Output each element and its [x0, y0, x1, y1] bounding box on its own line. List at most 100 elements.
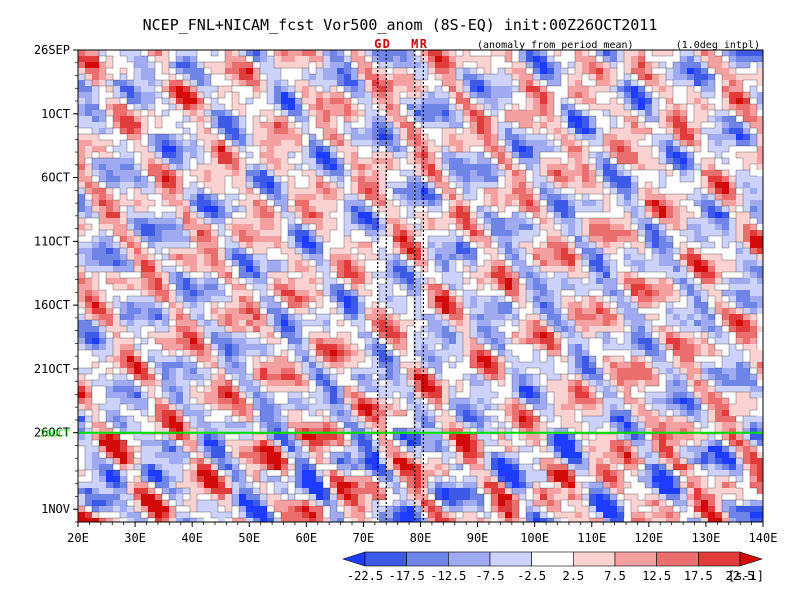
field-cell — [596, 326, 604, 333]
field-cell — [288, 56, 296, 63]
field-cell — [547, 350, 555, 357]
field-cell — [302, 272, 310, 279]
field-cell — [197, 260, 205, 267]
field-cell — [127, 80, 135, 87]
field-cell — [694, 104, 702, 111]
field-cell — [596, 320, 604, 327]
field-cell — [498, 224, 506, 231]
field-cell — [169, 134, 177, 141]
field-cell — [456, 146, 464, 153]
field-cell — [757, 50, 763, 57]
field-cell — [295, 206, 303, 213]
field-cell — [169, 116, 177, 123]
field-cell — [512, 320, 520, 327]
field-cell — [99, 170, 107, 177]
field-cell — [316, 242, 324, 249]
field-cell — [491, 302, 499, 309]
field-cell — [99, 68, 107, 75]
field-cell — [323, 146, 331, 153]
field-cell — [624, 338, 632, 345]
field-cell — [596, 344, 604, 351]
field-cell — [253, 242, 261, 249]
field-cell — [407, 350, 415, 357]
field-cell — [505, 284, 513, 291]
field-cell — [631, 266, 639, 273]
field-cell — [659, 158, 667, 165]
field-cell — [386, 314, 394, 321]
field-cell — [596, 278, 604, 285]
field-cell — [155, 326, 163, 333]
field-cell — [687, 326, 695, 333]
field-cell — [225, 332, 233, 339]
field-cell — [330, 128, 338, 135]
field-cell — [519, 182, 527, 189]
field-cell — [337, 242, 345, 249]
field-cell — [442, 272, 450, 279]
field-cell — [512, 350, 520, 357]
field-cell — [330, 158, 338, 165]
field-cell — [505, 104, 513, 111]
field-cell — [519, 350, 527, 357]
field-cell — [673, 338, 681, 345]
field-cell — [113, 218, 121, 225]
field-cell — [78, 134, 86, 141]
field-cell — [400, 296, 408, 303]
field-cell — [715, 74, 723, 81]
field-cell — [645, 218, 653, 225]
field-cell — [281, 284, 289, 291]
field-cell — [421, 278, 429, 285]
field-cell — [85, 242, 93, 249]
field-cell — [92, 74, 100, 81]
field-cell — [526, 224, 534, 231]
field-cell — [309, 68, 317, 75]
field-cell — [176, 74, 184, 81]
field-cell — [379, 158, 387, 165]
field-cell — [183, 326, 191, 333]
field-cell — [323, 92, 331, 99]
field-cell — [519, 110, 527, 117]
field-cell — [484, 74, 492, 81]
field-cell — [533, 116, 541, 123]
field-cell — [596, 242, 604, 249]
field-cell — [743, 272, 751, 279]
field-cell — [652, 344, 660, 351]
field-cell — [498, 212, 506, 219]
field-cell — [148, 308, 156, 315]
field-cell — [554, 212, 562, 219]
field-cell — [757, 74, 763, 81]
field-cell — [568, 326, 576, 333]
field-cell — [680, 164, 688, 171]
field-cell — [281, 260, 289, 267]
field-cell — [274, 146, 282, 153]
field-cell — [561, 218, 569, 225]
field-cell — [407, 314, 415, 321]
field-cell — [414, 128, 422, 135]
field-cell — [113, 92, 121, 99]
field-cell — [393, 152, 401, 159]
field-cell — [449, 182, 457, 189]
field-cell — [92, 320, 100, 327]
field-cell — [197, 62, 205, 69]
field-cell — [400, 284, 408, 291]
field-cell — [687, 236, 695, 243]
field-cell — [386, 266, 394, 273]
field-cell — [386, 302, 394, 309]
field-cell — [442, 266, 450, 273]
field-cell — [519, 242, 527, 249]
field-cell — [113, 266, 121, 273]
field-cell — [750, 176, 758, 183]
field-cell — [624, 290, 632, 297]
field-cell — [393, 182, 401, 189]
field-cell — [337, 338, 345, 345]
field-cell — [407, 194, 415, 201]
field-cell — [610, 212, 618, 219]
field-cell — [645, 50, 653, 57]
field-cell — [344, 110, 352, 117]
field-cell — [337, 254, 345, 261]
field-cell — [533, 176, 541, 183]
field-cell — [421, 230, 429, 237]
field-cell — [743, 86, 751, 93]
field-cell — [673, 80, 681, 87]
field-cell — [666, 146, 674, 153]
